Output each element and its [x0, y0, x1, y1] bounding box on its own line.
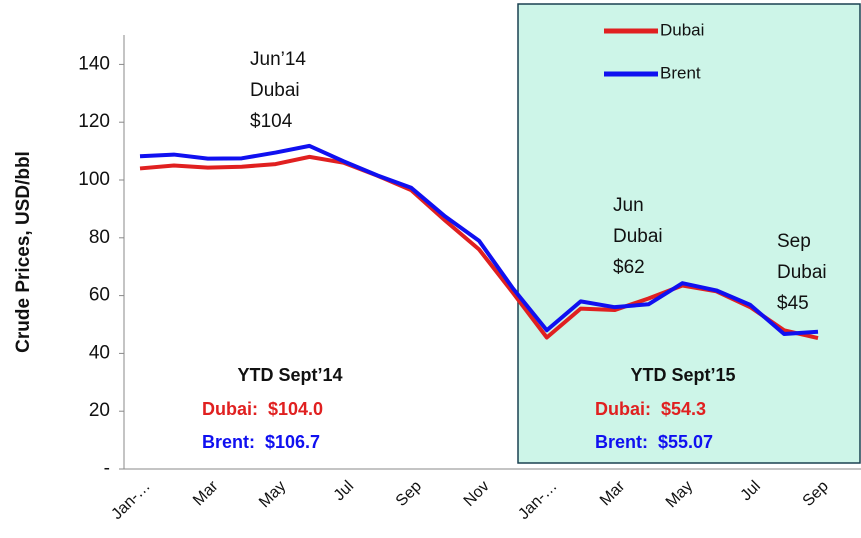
annotation: $62: [613, 257, 645, 278]
x-tick-label: Mar: [597, 477, 629, 509]
y-tick-label: -: [104, 458, 110, 479]
annotation: Sep: [777, 231, 811, 252]
annotation: Dubai: [250, 80, 300, 101]
legend-label: Brent: [660, 63, 701, 82]
y-tick-label: 100: [78, 169, 110, 190]
y-tick-label: 140: [78, 53, 110, 74]
x-tick-label: May: [663, 478, 696, 511]
x-tick-label: Mar: [190, 477, 222, 509]
x-tick-label: Sep: [800, 478, 832, 510]
annotation: Dubai: [613, 226, 663, 247]
annotation: $45: [777, 293, 809, 314]
annotation: Dubai: [777, 262, 827, 283]
summary-dubai: Dubai: $104.0: [202, 399, 323, 419]
x-tick-label: Jan-…: [515, 478, 560, 523]
y-tick-label: 80: [89, 227, 110, 248]
y-tick-label: 60: [89, 285, 110, 306]
x-tick-label: Jul: [331, 478, 357, 504]
y-tick-label: 120: [78, 111, 110, 132]
annotation: Jun’14: [250, 49, 306, 70]
y-axis-label: Crude Prices, USD/bbl: [13, 151, 34, 353]
y-tick-label: 20: [89, 400, 110, 421]
summary-dubai: Dubai: $54.3: [595, 399, 706, 419]
annotation: Jun: [613, 195, 644, 216]
summary-brent: Brent: $106.7: [202, 432, 320, 452]
series-line: [139, 143, 819, 337]
legend-label: Dubai: [660, 20, 704, 39]
x-tick-label: Sep: [393, 478, 425, 510]
summary-title: YTD Sept’15: [630, 365, 735, 385]
summary-title: YTD Sept’14: [237, 365, 342, 385]
annotation: $104: [250, 111, 293, 132]
highlight-box: [517, 3, 861, 464]
summary-brent: Brent: $55.07: [595, 432, 713, 452]
y-tick-label: 40: [89, 342, 110, 363]
x-tick-label: Jan-…: [108, 478, 153, 523]
x-tick-label: Nov: [461, 478, 493, 510]
x-tick-label: Jul: [738, 478, 764, 504]
x-tick-label: May: [256, 478, 289, 511]
